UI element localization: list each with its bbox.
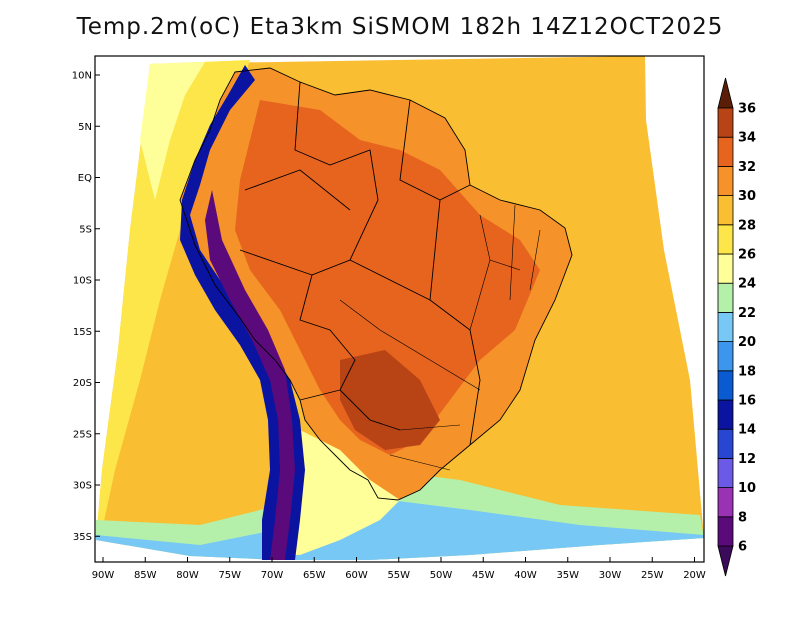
colorbar-level-label: 34	[738, 131, 756, 146]
colorbar-bin	[717, 136, 734, 167]
colorbar-bin	[717, 195, 734, 226]
colorbar-level-label: 30	[738, 189, 756, 204]
lon-tick-label: 65W	[303, 570, 326, 581]
ocean-cool-nw	[140, 62, 205, 200]
colorbar-bin	[717, 457, 734, 488]
andes-coldest-band	[205, 190, 295, 560]
ocean-mid-nw	[96, 60, 250, 540]
colorbar-level-label: 20	[738, 335, 756, 350]
colorbar-bin	[717, 341, 734, 372]
colorbar-bin	[717, 311, 734, 342]
lon-tick-label: 90W	[92, 570, 115, 581]
colorbar-level-label: 28	[738, 218, 756, 233]
lon-tick-label: 45W	[472, 570, 495, 581]
colorbar-level-label: 24	[738, 277, 756, 292]
colorbar-bin	[717, 253, 734, 284]
lat-tick-label: 30S	[73, 481, 92, 492]
ocean-south-band-2	[96, 500, 704, 560]
lon-tick-label: 40W	[514, 570, 537, 581]
colorbar-bin	[717, 107, 734, 138]
lon-tick-label: 25W	[641, 570, 664, 581]
colorbar-bin	[717, 487, 734, 518]
colorbar-level-label: 26	[738, 248, 756, 263]
colorbar-level-label: 22	[738, 306, 756, 321]
lat-tick-label: 20S	[73, 378, 92, 389]
lon-tick-label: 30W	[599, 570, 622, 581]
lat-tick-label: 15S	[73, 327, 92, 338]
colorbar-bin	[717, 370, 734, 401]
colorbar-level-label: 32	[738, 160, 756, 175]
lat-tick-label: 10N	[72, 71, 92, 82]
colorbar-level-label: 36	[738, 102, 756, 117]
colorbar-level-label: 10	[738, 481, 756, 496]
colorbar-level-label: 6	[738, 540, 747, 555]
colorbar-bin	[717, 282, 734, 313]
colorbar: 6 8 10 12 14 16 18 20 22 24 26 28 30 32 34 36	[717, 77, 756, 577]
colorbar-low-arrow	[717, 545, 734, 577]
colorbar-bin	[717, 516, 734, 547]
lon-tick-label: 20W	[683, 570, 706, 581]
lat-tick-label: 35S	[73, 532, 92, 543]
lat-tick-label: EQ	[78, 173, 92, 184]
lon-tick-label: 70W	[261, 570, 284, 581]
colorbar-bin	[717, 399, 734, 430]
state-borders	[339, 204, 541, 471]
lon-tick-label: 75W	[218, 570, 241, 581]
plot-title: Temp.2m(oC) Eta3km SiSMOM 182h 14Z12OCT2…	[76, 14, 724, 40]
colorbar-high-arrow	[717, 77, 734, 109]
lat-tick-label: 5N	[78, 122, 92, 133]
colorbar-level-label: 14	[738, 423, 756, 438]
colorbar-level-label: 12	[738, 452, 756, 467]
plot-frame	[94, 55, 705, 563]
colorbar-bin	[717, 428, 734, 459]
lon-tick-label: 60W	[345, 570, 368, 581]
lon-tick-label: 35W	[556, 570, 579, 581]
colorbar-level-label: 18	[738, 364, 756, 379]
lat-tick-label: 5S	[79, 224, 92, 235]
lat-tick-label: 25S	[73, 429, 92, 440]
lon-tick-label: 85W	[134, 570, 157, 581]
land-hottest-chaco	[340, 350, 440, 450]
lon-tick-label: 80W	[176, 570, 199, 581]
colorbar-level-label: 8	[738, 510, 747, 525]
lon-tick-label: 55W	[387, 570, 410, 581]
colorbar-level-label: 16	[738, 394, 756, 409]
lat-tick-label: 10S	[73, 276, 92, 287]
land-hot-core	[235, 100, 540, 455]
lon-tick-label: 50W	[430, 570, 453, 581]
longitude-axis: 90W 85W 80W 75W 70W 65W 60W 55W 50W 45W 40W 35W 30W 2…	[92, 557, 706, 581]
latitude-axis: 10N 5N EQ 5S 10S 15S 20S 25S 30S 35S	[72, 71, 100, 543]
colorbar-bin	[717, 165, 734, 196]
colorbar-bin	[717, 224, 734, 255]
